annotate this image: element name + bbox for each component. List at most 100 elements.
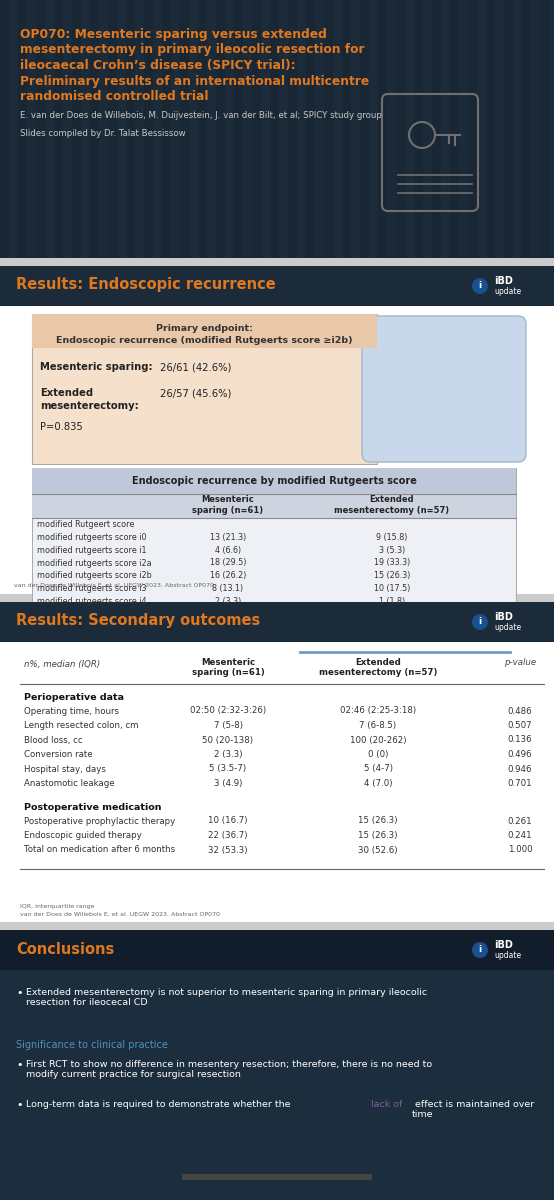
Text: 0.507: 0.507 [507, 721, 532, 730]
Text: IQR, interquartile range: IQR, interquartile range [20, 904, 95, 910]
Bar [180, 0, 189, 258]
Text: Endoscopic recurrence (modified Rutgeerts score ≥i2b): Endoscopic recurrence (modified Rutgeert… [56, 336, 353, 346]
Text: 5 (4-7): 5 (4-7) [363, 764, 392, 774]
Bar [0, 602, 554, 922]
Text: 2 (3.3): 2 (3.3) [215, 598, 241, 606]
Text: Extended
mesenterectomy (n=57): Extended mesenterectomy (n=57) [319, 658, 437, 677]
Text: Results: Endoscopic recurrence: Results: Endoscopic recurrence [16, 277, 276, 293]
Bar [72, 0, 81, 258]
Circle shape [472, 278, 488, 294]
Text: 7 (6-8.5): 7 (6-8.5) [360, 721, 397, 730]
Text: Blood loss, cc: Blood loss, cc [24, 736, 83, 744]
Bar [396, 0, 405, 258]
Bar [144, 0, 153, 258]
Text: mesenterectomy:: mesenterectomy: [40, 401, 138, 410]
Text: 5 (3.5-7): 5 (3.5-7) [209, 764, 247, 774]
Bar [0, 0, 554, 258]
Text: Total on medication after 6 months: Total on medication after 6 months [24, 846, 175, 854]
Text: modified rutgeerts score i2b: modified rutgeerts score i2b [37, 571, 152, 581]
Text: 0.261: 0.261 [507, 816, 532, 826]
Circle shape [472, 614, 488, 630]
Bar [306, 0, 315, 258]
Bar [216, 0, 225, 258]
Text: 0.136: 0.136 [507, 736, 532, 744]
Bar [162, 0, 171, 258]
Text: Endoscopic guided therapy: Endoscopic guided therapy [24, 830, 142, 840]
Bar [450, 0, 459, 258]
Text: 0.946: 0.946 [508, 764, 532, 774]
Text: iBD: iBD [494, 276, 513, 286]
Text: Slides compiled by Dr. Talat Bessissow: Slides compiled by Dr. Talat Bessissow [20, 130, 186, 138]
Bar [126, 0, 135, 258]
Bar [0, 602, 554, 642]
Bar [32, 468, 516, 608]
Text: 0.241: 0.241 [507, 830, 532, 840]
Text: iBD: iBD [494, 612, 513, 622]
Text: Conversion rate: Conversion rate [24, 750, 93, 758]
Bar [0, 0, 9, 258]
Bar [0, 266, 554, 306]
Text: 9 (15.8): 9 (15.8) [376, 533, 408, 541]
Bar [0, 930, 554, 970]
Bar [0, 266, 554, 594]
Text: update: update [494, 623, 521, 631]
Bar [504, 0, 513, 258]
Circle shape [472, 942, 488, 958]
Text: Operating time, hours: Operating time, hours [24, 707, 119, 715]
Text: 7 (5-8): 7 (5-8) [213, 721, 243, 730]
Bar [378, 0, 387, 258]
Text: n%, median (IQR): n%, median (IQR) [24, 660, 100, 670]
Text: van der Does de Willebois E, et al. UEGW 2023. Abstract OP070: van der Does de Willebois E, et al. UEGW… [14, 583, 214, 588]
Bar [90, 0, 99, 258]
Text: 100 (20-262): 100 (20-262) [350, 736, 406, 744]
Text: 10 (17.5): 10 (17.5) [374, 584, 410, 593]
Text: 26/61 (42.6%): 26/61 (42.6%) [160, 362, 232, 372]
Bar [0, 930, 554, 1200]
Bar [0, 258, 554, 266]
Text: 19 (33.3): 19 (33.3) [374, 558, 410, 568]
Text: •: • [16, 1060, 23, 1070]
Bar [270, 0, 279, 258]
Text: Mesenteric
sparing (n=61): Mesenteric sparing (n=61) [192, 496, 264, 515]
Bar [32, 494, 516, 518]
Text: 2 (3.3): 2 (3.3) [214, 750, 242, 758]
Text: 3 (5.3): 3 (5.3) [379, 546, 405, 554]
Bar [32, 314, 377, 348]
Bar [414, 0, 423, 258]
Text: Length resected colon, cm: Length resected colon, cm [24, 721, 138, 730]
Bar [32, 468, 516, 494]
Text: Postoperative medication: Postoperative medication [24, 804, 162, 812]
Text: Mesenteric sparing:: Mesenteric sparing: [40, 362, 152, 372]
Text: modified rutgeerts score i4: modified rutgeerts score i4 [37, 598, 146, 606]
Text: modified Rutgeert score: modified Rutgeert score [37, 520, 135, 529]
Text: Results: Secondary outcomes: Results: Secondary outcomes [16, 613, 260, 629]
Text: iBD: iBD [494, 940, 513, 950]
Text: modified rutgeerts score i2a: modified rutgeerts score i2a [37, 558, 152, 568]
Text: Long-term data is required to demonstrate whether the: Long-term data is required to demonstrat… [26, 1100, 294, 1109]
Text: 22 (36.7): 22 (36.7) [208, 830, 248, 840]
Text: 02:46 (2:25-3:18): 02:46 (2:25-3:18) [340, 707, 416, 715]
Text: 18 (29.5): 18 (29.5) [210, 558, 246, 568]
Bar [198, 0, 207, 258]
Bar [288, 0, 297, 258]
Text: 15 (26.3): 15 (26.3) [374, 571, 410, 581]
Text: P=0.835: P=0.835 [40, 422, 83, 432]
Text: update: update [494, 950, 521, 960]
Bar [324, 0, 333, 258]
Bar [522, 0, 531, 258]
Text: Primary endpoint:: Primary endpoint: [156, 324, 253, 332]
Text: 16 (26.2): 16 (26.2) [210, 571, 246, 581]
Text: E. van der Does de Willebois, M. Duijvestein, J. van der Bilt, et al; SPICY stud: E. van der Does de Willebois, M. Duijves… [20, 112, 382, 120]
Text: 30 (52.6): 30 (52.6) [358, 846, 398, 854]
Text: •: • [16, 1100, 23, 1110]
Bar [540, 0, 549, 258]
Text: Extended mesenterectomy is not superior to mesenteric sparing in primary ileocol: Extended mesenterectomy is not superior … [26, 988, 427, 1008]
Text: 32 (53.3): 32 (53.3) [208, 846, 248, 854]
Bar [36, 0, 45, 258]
Bar [108, 0, 117, 258]
Text: Perioperative data: Perioperative data [24, 694, 124, 702]
Text: i: i [479, 282, 481, 290]
Text: 1.000: 1.000 [507, 846, 532, 854]
Bar [432, 0, 441, 258]
Bar [54, 0, 63, 258]
